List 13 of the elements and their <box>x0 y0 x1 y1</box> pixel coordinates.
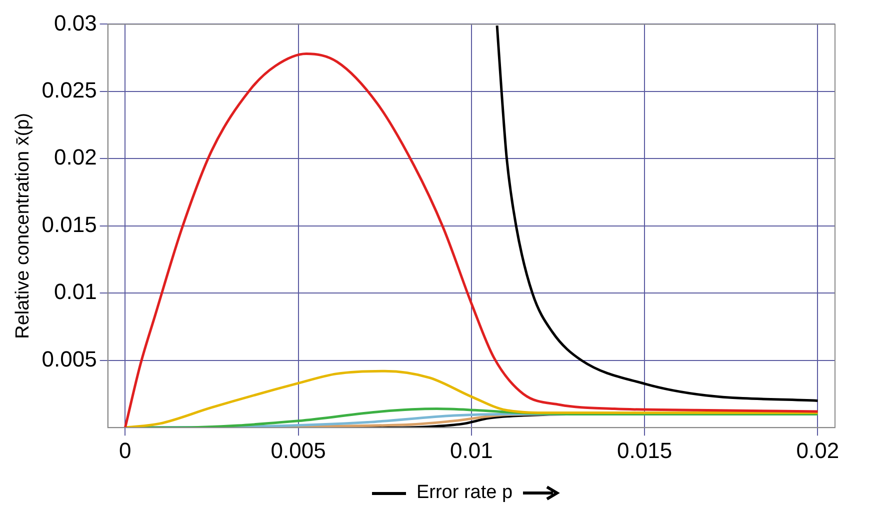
y-tick-label: 0.015 <box>42 212 97 237</box>
y-axis-title: Relative concentration x̄(p) <box>12 112 34 339</box>
x-tick-label: 0 <box>119 438 132 463</box>
x-tick-label: 0.01 <box>450 438 493 463</box>
x-tick-label: 0.005 <box>270 438 326 463</box>
y-tick-label: 0.005 <box>42 346 97 372</box>
x-axis-title: Error rate p <box>416 482 513 504</box>
x-tick-label: 0.015 <box>617 438 672 463</box>
x-tick-label: 0.02 <box>796 438 840 463</box>
y-tick-label: 0.025 <box>42 77 97 102</box>
y-tick-label: 0.01 <box>54 279 97 304</box>
y-tick-label: 0.03 <box>54 10 97 36</box>
y-tick-label: 0.02 <box>54 144 97 170</box>
